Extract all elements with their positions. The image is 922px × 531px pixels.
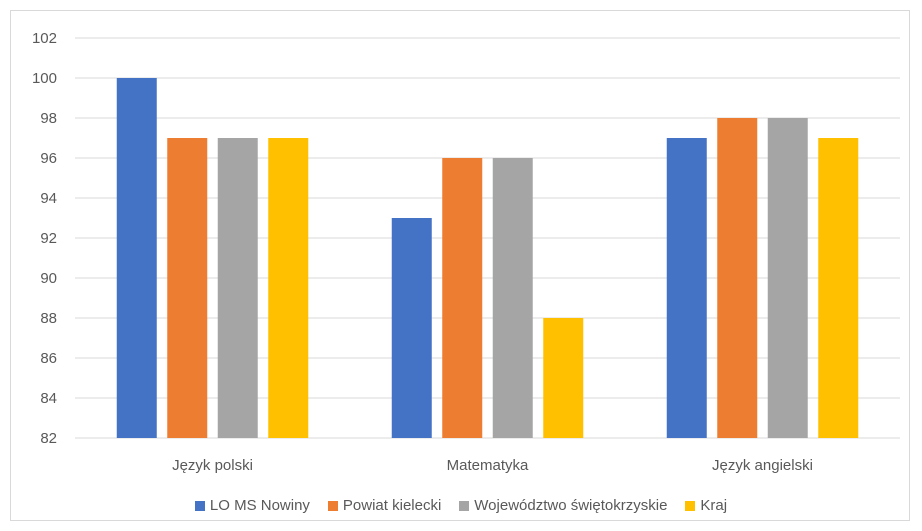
legend-label: Powiat kielecki xyxy=(342,497,442,514)
y-tick-label: 82 xyxy=(40,430,57,447)
legend-item: Kraj xyxy=(685,497,727,514)
y-tick-label: 92 xyxy=(40,230,57,247)
bar xyxy=(116,78,157,438)
chart-legend: LO MS Nowiny Powiat kielecki Województwo ś… xyxy=(0,497,922,515)
legend-item: LO MS Nowiny xyxy=(194,497,310,514)
legend-swatch xyxy=(327,500,338,511)
x-category-label: Matematyka xyxy=(447,457,529,474)
legend-item: Województwo świętokrzyskie xyxy=(459,497,667,514)
legend-label: Województwo świętokrzyskie xyxy=(474,497,668,514)
y-tick-label: 84 xyxy=(40,390,57,407)
y-tick-label: 98 xyxy=(40,110,57,127)
legend-label: Kraj xyxy=(700,497,728,514)
y-tick-label: 96 xyxy=(40,150,57,167)
y-tick-label: 90 xyxy=(40,270,57,287)
bar xyxy=(167,138,208,438)
bar xyxy=(217,138,258,438)
x-category-label: Język angielski xyxy=(712,457,813,474)
y-tick-label: 86 xyxy=(40,350,57,367)
legend-swatch xyxy=(685,500,696,511)
legend-label: LO MS Nowiny xyxy=(209,497,310,514)
bar xyxy=(543,318,584,438)
legend-swatch xyxy=(194,500,205,511)
bar xyxy=(818,138,859,438)
y-tick-label: 100 xyxy=(32,70,57,87)
x-category-label: Język polski xyxy=(172,457,253,474)
y-tick-label: 88 xyxy=(40,310,57,327)
bar xyxy=(717,118,758,438)
y-tick-label: 102 xyxy=(32,30,57,47)
bar xyxy=(268,138,309,438)
bar xyxy=(666,138,707,438)
bar xyxy=(492,158,533,438)
bar xyxy=(767,118,808,438)
legend-swatch xyxy=(459,500,470,511)
y-tick-label: 94 xyxy=(40,190,57,207)
bar xyxy=(442,158,483,438)
legend-item: Powiat kielecki xyxy=(327,497,442,514)
chart-frame xyxy=(10,10,910,521)
bar xyxy=(391,218,432,438)
